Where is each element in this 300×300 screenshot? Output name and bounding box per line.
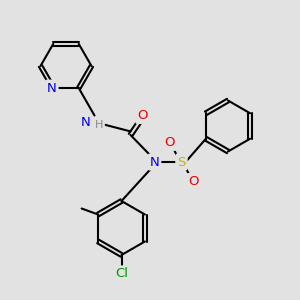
Text: O: O <box>164 136 175 149</box>
Text: O: O <box>137 109 148 122</box>
Text: N: N <box>150 155 159 169</box>
Text: N: N <box>81 116 90 130</box>
Text: H: H <box>95 120 103 130</box>
Text: Cl: Cl <box>115 267 128 280</box>
Text: O: O <box>188 175 199 188</box>
Text: N: N <box>47 82 57 94</box>
Text: S: S <box>177 155 186 169</box>
